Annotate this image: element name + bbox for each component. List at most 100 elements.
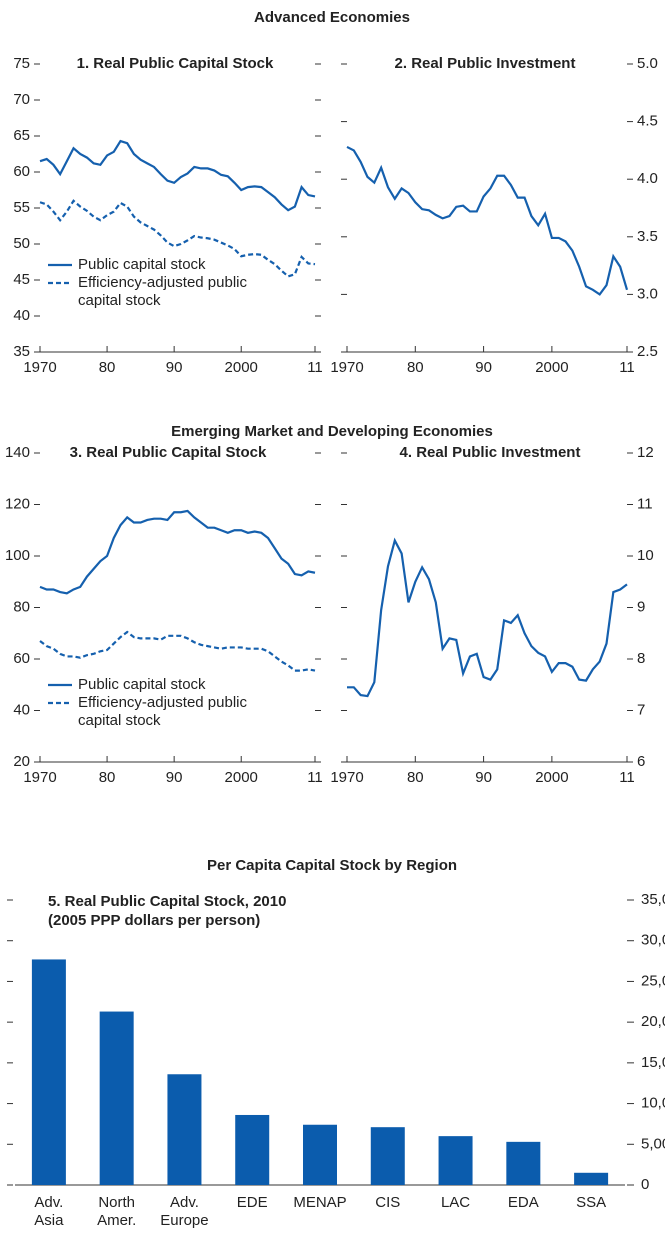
legend-swatch [48,701,72,705]
y-tick-label: 140 [5,444,30,461]
y-tick-label: 45 [13,271,30,288]
x-tick-label: 2000 [535,359,568,376]
y-tick-label: 65 [13,127,30,144]
x-tick-label: LAC [440,1194,471,1211]
x-tick-label: 1970 [330,769,363,786]
y-tick-label: 7 [637,701,645,718]
y-tick-label: 5.0 [637,55,658,72]
x-tick-label: 80 [407,769,424,786]
y-tick-label: 15,000 [641,1054,665,1071]
data-line [39,630,316,672]
y-tick-label: 6 [637,753,645,770]
legend: Public capital stock Efficiency-adjusted … [48,676,278,730]
y-tick-label: 5,000 [641,1135,665,1152]
bar [99,1011,134,1185]
y-tick-label: 11 [637,495,653,512]
x-tick-label: 2000 [225,359,258,376]
data-line [347,537,628,698]
y-tick-label: 60 [13,650,30,667]
y-tick-label: 10,000 [641,1095,665,1112]
section-heading: Emerging Market and Developing Economies [171,423,493,440]
legend-item: Public capital stock [48,256,278,274]
x-tick-label: MENAP [293,1194,347,1211]
data-line [39,509,316,595]
legend: Public capital stock Efficiency-adjusted … [48,256,278,310]
section-heading: Advanced Economies [254,9,410,26]
x-tick-label: 11 [307,359,323,376]
data-line [346,145,629,296]
y-tick-label: 70 [13,91,30,108]
x-tick-label: 90 [475,769,492,786]
x-tick-label: 90 [166,359,183,376]
y-tick-label: 100 [5,547,30,564]
x-tick-label: 80 [407,359,424,376]
bar [438,1136,473,1185]
data-line [39,199,316,278]
x-tick-label: 11 [619,359,635,376]
x-tick-label: 11 [307,769,323,786]
x-tick-label: 90 [475,359,492,376]
y-tick-label: 4.0 [637,170,658,187]
legend-swatch [48,281,72,285]
bar [235,1114,270,1185]
y-tick-label: 60 [13,163,30,180]
legend-label: Efficiency-adjusted public capital stock [78,694,247,729]
data-line [39,139,316,212]
bar [31,959,66,1185]
legend-label: Public capital stock [78,676,206,693]
x-tick-label: 1970 [330,359,363,376]
y-tick-label: 12 [637,444,654,461]
legend-item: Efficiency-adjusted public capital stock [48,694,278,730]
x-tick-label: 1970 [23,359,56,376]
x-tick-label: 11 [619,769,635,786]
y-tick-label: 40 [13,307,30,324]
y-tick-label: 20 [13,753,30,770]
bar [167,1074,202,1185]
chart-subtitle: (2005 PPP dollars per person) [48,912,260,929]
chart-title: 4. Real Public Investment [400,444,581,461]
x-tick-label: Adv. Europe [160,1194,209,1229]
x-tick-label: EDA [507,1194,539,1211]
y-tick-label: 20,000 [641,1013,665,1030]
chart-title: 3. Real Public Capital Stock [70,444,267,461]
chart-title: 2. Real Public Investment [395,55,576,72]
x-tick-label: 80 [99,769,116,786]
x-tick-label: CIS [375,1194,401,1211]
y-tick-label: 8 [637,650,645,667]
x-tick-label: 2000 [535,769,568,786]
section-heading: Per Capita Capital Stock by Region [207,857,457,874]
y-tick-label: 3.0 [637,285,658,302]
legend-item: Efficiency-adjusted public capital stock [48,274,278,310]
x-tick-label: North Amer. [97,1194,137,1229]
bar [303,1124,337,1185]
y-tick-label: 25,000 [641,972,665,989]
x-tick-label: 1970 [23,769,56,786]
legend-label: Efficiency-adjusted public capital stock [78,274,247,309]
x-tick-label: 80 [99,359,116,376]
y-tick-label: 30,000 [641,932,665,949]
bar [574,1172,609,1185]
legend-swatch [48,683,72,687]
y-tick-label: 80 [13,598,30,615]
y-tick-label: 50 [13,235,30,252]
y-tick-label: 9 [637,598,645,615]
bar [506,1141,541,1185]
y-tick-label: 120 [5,495,30,512]
y-tick-label: 40 [13,701,30,718]
legend-swatch [48,263,72,267]
y-tick-label: 55 [13,199,30,216]
y-tick-label: 0 [641,1176,649,1193]
x-tick-label: SSA [576,1194,607,1211]
x-tick-label: 2000 [225,769,258,786]
x-tick-label: EDE [236,1194,268,1211]
y-tick-label: 10 [637,547,654,564]
chart-title: 1. Real Public Capital Stock [77,55,274,72]
y-tick-label: 4.5 [637,113,658,130]
y-tick-label: 75 [13,55,30,72]
y-tick-label: 35,000 [641,891,665,908]
y-tick-label: 3.5 [637,228,658,245]
y-tick-label: 35 [13,343,30,360]
bar [370,1127,405,1185]
